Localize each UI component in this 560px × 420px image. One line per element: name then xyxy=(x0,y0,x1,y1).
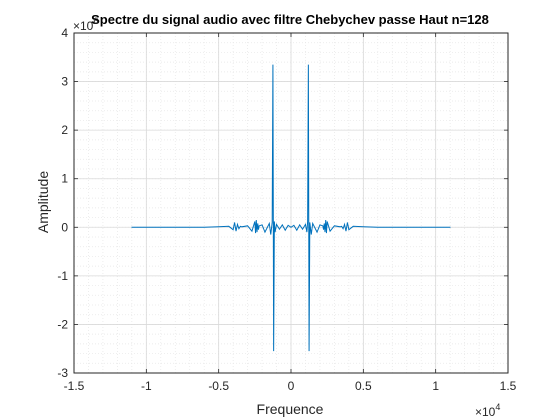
x-tick-label: 1.5 xyxy=(500,379,517,393)
x-exponent-power: 4 xyxy=(495,402,500,412)
y-tick-label: -2 xyxy=(57,317,68,331)
tick-marks xyxy=(73,32,509,374)
grid xyxy=(73,32,509,374)
x-tick-labels: -1.5 -1 -0.5 0 0.5 1 1.5 xyxy=(64,379,517,393)
x-exponent-base: ×10 xyxy=(475,405,496,419)
y-tick-label: -3 xyxy=(57,366,68,380)
y-axis-label: Amplitude xyxy=(35,171,51,233)
y-tick-label: 2 xyxy=(61,123,68,137)
y-exponent-base: ×10 xyxy=(73,19,94,33)
x-exponent: ×104 xyxy=(475,402,500,419)
x-tick-label: -1.5 xyxy=(64,379,85,393)
data-marks xyxy=(131,64,451,352)
y-tick-label: 1 xyxy=(61,172,68,186)
x-tick-label: 0 xyxy=(288,379,295,393)
y-exponent-power: 6 xyxy=(93,16,98,26)
x-axis-label: Frequence xyxy=(257,401,324,417)
x-tick-label: -0.5 xyxy=(208,379,229,393)
y-tick-label: -1 xyxy=(57,269,68,283)
x-tick-label: 0.5 xyxy=(355,379,372,393)
chart-title: Spectre du signal audio avec filtre Cheb… xyxy=(91,12,489,27)
x-tick-label: 1 xyxy=(432,379,439,393)
y-tick-label: 3 xyxy=(61,75,68,89)
spectrum-line xyxy=(131,64,451,352)
y-tick-label: 0 xyxy=(61,220,68,234)
y-exponent: ×106 xyxy=(73,16,98,33)
y-tick-labels: -3 -2 -1 0 1 2 3 4 xyxy=(57,26,68,380)
y-tick-label: 4 xyxy=(61,26,68,40)
x-tick-label: -1 xyxy=(141,379,152,393)
